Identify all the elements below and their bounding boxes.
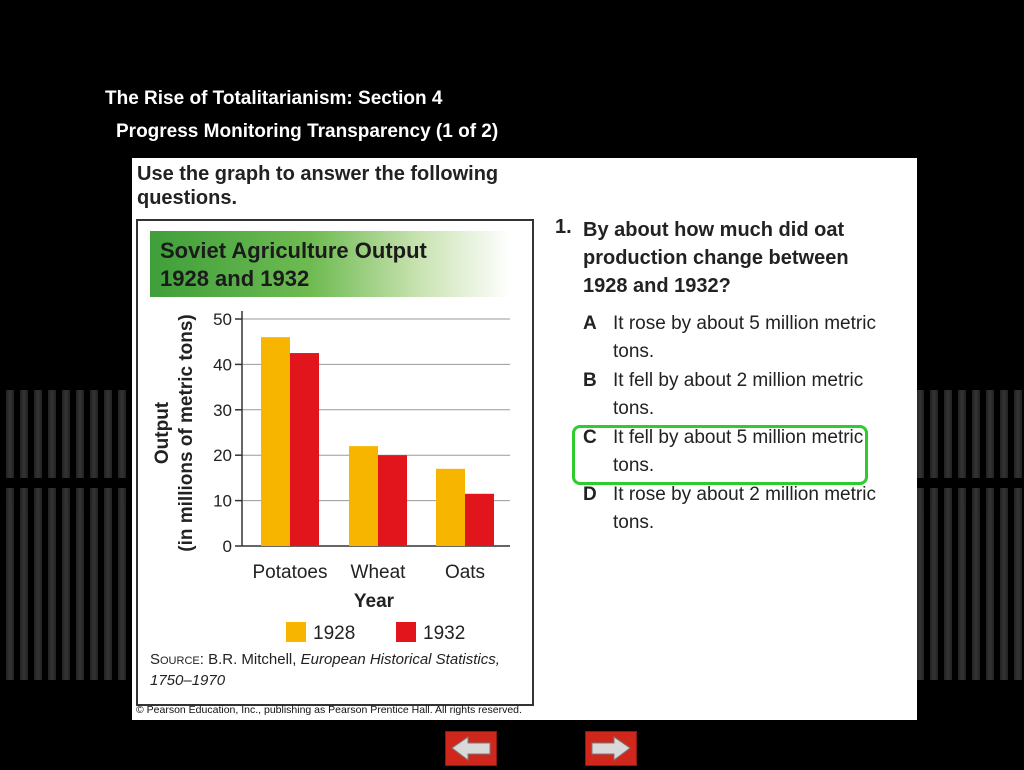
x-axis-label: Year [354,591,395,612]
y-tick-label: 50 [213,310,232,329]
legend-label: 1928 [313,623,355,644]
option-text: It rose by about 5 million metric tons. [613,313,876,362]
legend-swatch-1932 [396,622,416,642]
left-arrow-icon [451,736,491,761]
option-text: It fell by about 2 million metric tons. [613,370,864,419]
instructions: Use the graph to answer the following qu… [137,163,499,209]
option-letter: B [583,370,597,391]
option-text: It fell by about 5 million metric tons. [613,427,864,476]
option-letter: C [583,427,597,448]
source-label: Source: [150,651,204,668]
next-button[interactable] [585,731,637,766]
bar-potatoes-1928 [261,337,290,546]
y-tick-label: 40 [213,355,232,374]
chart-title-banner: Soviet Agriculture Output 1928 and 1932 [150,231,510,297]
x-tick-label: Wheat [351,562,407,583]
bar-oats-1932 [465,493,494,546]
right-arrow-icon [591,736,631,761]
legend-swatch-1928 [286,622,306,642]
y-tick-label: 10 [213,492,232,511]
option-letter: D [583,484,597,505]
source-author: B.R. Mitchell, [208,651,297,668]
chart-source: Source: B.R. Mitchell, European Historic… [150,649,532,691]
option-text: It rose by about 2 million metric tons. [613,484,876,533]
y-axis-label: Output [152,401,173,464]
chart-title: Soviet Agriculture Output 1928 and 1932 [160,238,427,291]
slide-subtitle: Progress Monitoring Transparency (1 of 2… [116,121,499,142]
bar-wheat-1928 [349,446,378,546]
y-tick-label: 20 [213,446,232,465]
transparency-panel: Use the graph to answer the following qu… [132,158,917,720]
question-text: By about how much did oat production cha… [583,219,849,297]
back-button[interactable] [445,731,497,766]
chart-box: Soviet Agriculture Output 1928 and 1932 0… [136,219,534,706]
bar-oats-1928 [436,468,465,546]
slide-title: The Rise of Totalitarianism: Section 4 [105,88,443,109]
bar-wheat-1932 [378,455,407,546]
legend-label: 1932 [423,623,465,644]
bar-chart: 0 10 20 30 40 50 Potatoes Wheat Oats Year Output (i… [152,310,510,644]
answer-highlight [572,425,868,485]
option-letter: A [583,313,597,334]
y-axis-label-units: (in millions of metric tons) [176,314,197,552]
y-tick-label: 30 [213,401,232,420]
question-number: 1. [555,216,572,238]
copyright: © Pearson Education, Inc., publishing as… [136,704,522,716]
source-work: European Historical Statistics, 1750–197… [150,651,500,689]
bar-potatoes-1932 [290,353,319,546]
x-tick-label: Oats [445,562,485,583]
y-tick-label: 0 [223,537,232,556]
x-tick-label: Potatoes [253,562,328,583]
